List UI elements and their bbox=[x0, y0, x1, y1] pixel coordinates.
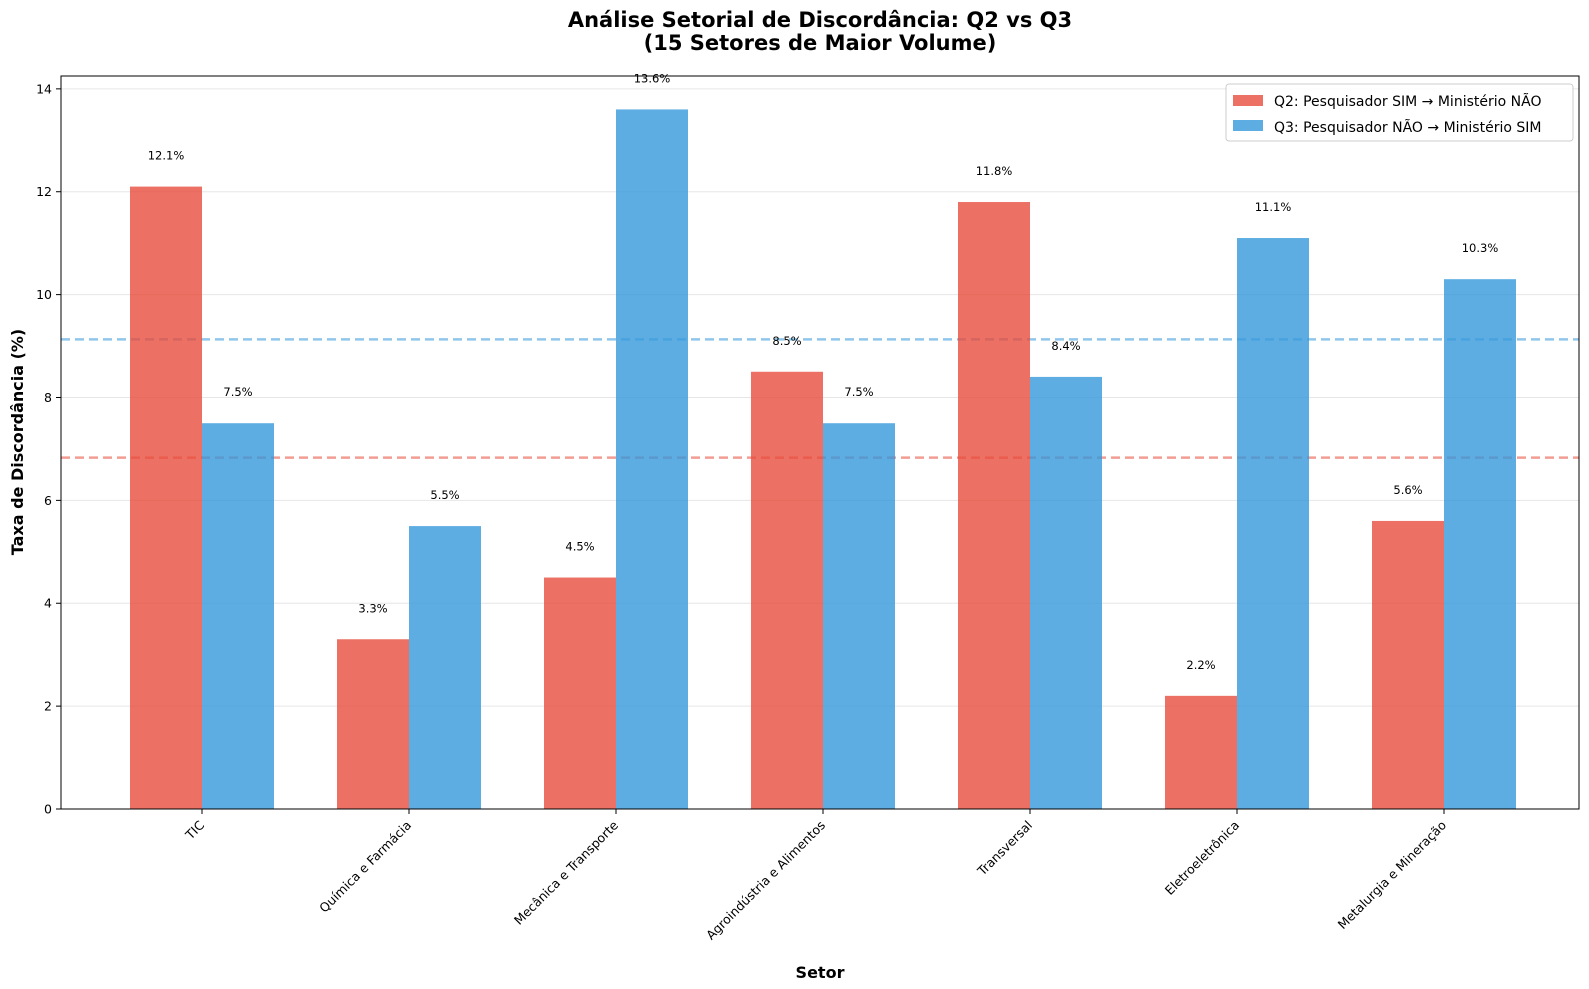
data-label-q3-3: 7.5% bbox=[844, 385, 873, 399]
y-tick-label: 10 bbox=[36, 287, 52, 302]
legend-box bbox=[1225, 83, 1574, 142]
y-axis-ticks: 0 2 4 6 8 10 12 14 bbox=[36, 81, 61, 817]
bar-q2-2 bbox=[544, 577, 616, 809]
x-tick-label: Eletroeletrônica bbox=[1162, 818, 1242, 898]
bar-q3-1 bbox=[409, 526, 481, 809]
y-tick-label: 14 bbox=[36, 81, 52, 96]
x-tick-label: Transversal bbox=[974, 818, 1035, 879]
legend: Q2: Pesquisador SIM → Ministério NÃO Q3:… bbox=[1225, 83, 1574, 142]
bar-q2-5 bbox=[1165, 695, 1237, 809]
bar-q2-3 bbox=[751, 371, 823, 809]
plot-frame bbox=[60, 75, 1580, 810]
data-label-q3-1: 5.5% bbox=[430, 488, 459, 502]
data-label-q3-2: 13.6% bbox=[634, 71, 671, 85]
y-tick-label: 12 bbox=[36, 184, 52, 199]
data-label-q3-6: 10.3% bbox=[1462, 241, 1499, 255]
x-tick-label: TIC bbox=[182, 817, 208, 843]
x-tick-label: Mecânica e Transporte bbox=[511, 817, 621, 927]
legend-label-q3: Q3: Pesquisador NÃO → Ministério SIM bbox=[1274, 119, 1541, 136]
data-label-q2-4: 11.8% bbox=[976, 164, 1013, 178]
data-label-q2-6: 5.6% bbox=[1393, 483, 1422, 497]
x-axis-ticks: TIC Química e Farmácia Mecânica e Transpor… bbox=[182, 809, 1449, 943]
legend-swatch-q2 bbox=[1233, 95, 1263, 106]
data-label-q3-0: 7.5% bbox=[223, 385, 252, 399]
data-label-q2-2: 4.5% bbox=[565, 540, 594, 554]
bar-q3-3 bbox=[823, 423, 895, 809]
bar-q2-6 bbox=[1372, 520, 1444, 809]
data-label-q2-1: 3.3% bbox=[358, 601, 387, 615]
bar-q3-5 bbox=[1237, 238, 1309, 809]
data-label-q2-3: 8.5% bbox=[772, 334, 801, 348]
x-axis-label: Setor bbox=[796, 963, 845, 982]
x-tick-label: Metalurgia e Mineração bbox=[1335, 818, 1449, 932]
y-tick-label: 4 bbox=[44, 596, 52, 611]
data-label-q2-5: 2.2% bbox=[1186, 658, 1215, 672]
bar-q3-2 bbox=[616, 109, 688, 810]
bar-q3-6 bbox=[1444, 279, 1516, 809]
data-label-q3-5: 11.1% bbox=[1255, 200, 1292, 214]
data-label-q3-4: 8.4% bbox=[1051, 339, 1080, 353]
bar-q3-0 bbox=[202, 423, 274, 809]
y-tick-label: 2 bbox=[44, 699, 52, 714]
chart-title: Análise Setorial de Discordância: Q2 vs … bbox=[568, 8, 1072, 32]
chart-subtitle: (15 Setores de Maior Volume) bbox=[644, 31, 997, 55]
bar-q2-1 bbox=[337, 639, 409, 809]
legend-swatch-q3 bbox=[1233, 120, 1263, 131]
y-tick-label: 6 bbox=[44, 493, 52, 508]
y-axis-label: Taxa de Discordância (%) bbox=[8, 329, 27, 556]
data-label-q2-0: 12.1% bbox=[148, 149, 185, 163]
y-tick-label: 0 bbox=[44, 802, 52, 817]
legend-label-q2: Q2: Pesquisador SIM → Ministério NÃO bbox=[1274, 93, 1541, 110]
x-tick-label: Química e Farmácia bbox=[316, 818, 414, 916]
bar-q3-4 bbox=[1030, 376, 1102, 809]
data-labels: 12.1% 3.3% 4.5% 8.5% 11.8% 2.2% 5.6% 7.5% 5.5% 13… bbox=[148, 71, 1499, 671]
bars bbox=[130, 109, 1516, 810]
x-tick-label: Agroindústria e Alimentos bbox=[703, 818, 828, 943]
bar-q2-4 bbox=[958, 202, 1030, 810]
y-tick-label: 8 bbox=[44, 390, 52, 405]
bar-q2-0 bbox=[130, 186, 202, 809]
